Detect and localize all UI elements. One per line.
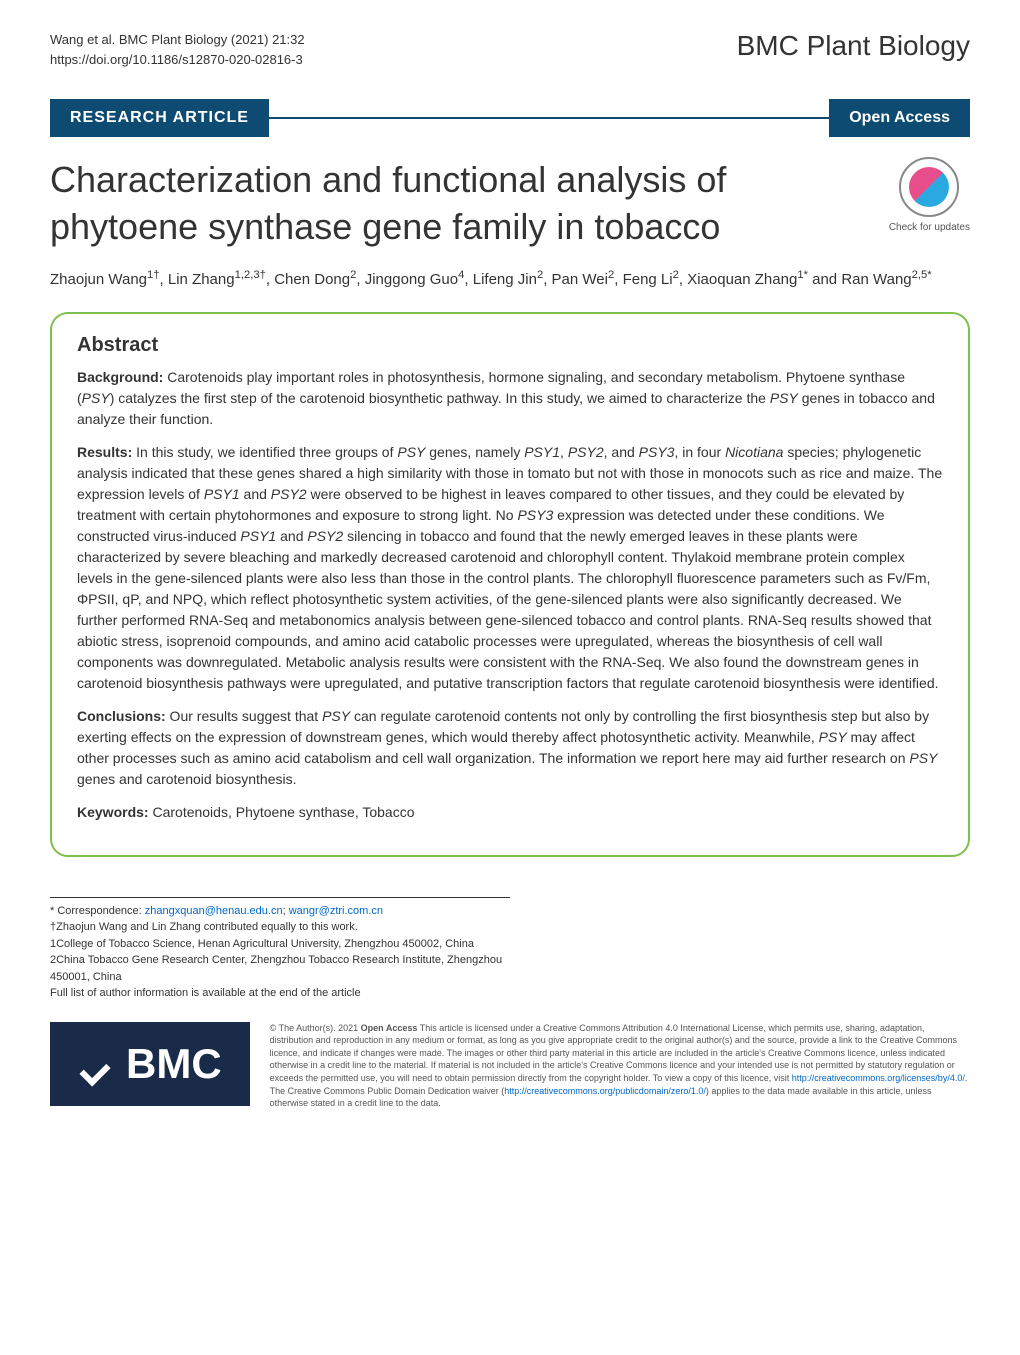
license-text: © The Author(s). 2021 Open Access This a…: [270, 1022, 970, 1110]
citation-line: Wang et al. BMC Plant Biology (2021) 21:…: [50, 30, 305, 50]
correspondence-block: * Correspondence: zhangxquan@henau.edu.c…: [50, 897, 510, 1002]
footer-section: * Correspondence: zhangxquan@henau.edu.c…: [50, 897, 970, 1110]
citation-block: Wang et al. BMC Plant Biology (2021) 21:…: [50, 30, 305, 69]
equal-contribution-note: †Zhaojun Wang and Lin Zhang contributed …: [50, 919, 510, 936]
license-link-2[interactable]: http://creativecommons.org/publicdomain/…: [504, 1086, 706, 1096]
results-text: In this study, we identified three group…: [77, 444, 942, 691]
results-label: Results:: [77, 444, 132, 460]
abstract-results: Results: In this study, we identified th…: [77, 442, 943, 694]
author-list: Zhaojun Wang1†, Lin Zhang1,2,3†, Chen Do…: [50, 266, 970, 292]
background-label: Background:: [77, 369, 163, 385]
conclusions-label: Conclusions:: [77, 708, 166, 724]
doi-line: https://doi.org/10.1186/s12870-020-02816…: [50, 50, 305, 70]
crossmark-label: Check for updates: [889, 222, 970, 233]
abstract-conclusions: Conclusions: Our results suggest that PS…: [77, 706, 943, 790]
journal-title: BMC Plant Biology: [737, 30, 970, 62]
bmc-logo-text: BMC: [126, 1040, 222, 1088]
license-open-access: Open Access: [361, 1023, 418, 1033]
conclusions-text: Our results suggest that PSY can regulat…: [77, 708, 937, 787]
abstract-background: Background: Carotenoids play important r…: [77, 367, 943, 430]
affiliation-2: 2China Tobacco Gene Research Center, Zhe…: [50, 952, 510, 985]
article-title: Characterization and functional analysis…: [50, 157, 869, 251]
correspondence-prefix: * Correspondence:: [50, 905, 145, 917]
license-part1: © The Author(s). 2021: [270, 1023, 361, 1033]
bmc-check-icon: [78, 1044, 118, 1084]
abstract-keywords: Keywords: Carotenoids, Phytoene synthase…: [77, 802, 943, 823]
page-header: Wang et al. BMC Plant Biology (2021) 21:…: [0, 0, 1020, 89]
bmc-logo: BMC: [50, 1022, 250, 1106]
crossmark-icon[interactable]: [899, 157, 959, 217]
affiliation-1: 1College of Tobacco Science, Henan Agric…: [50, 936, 510, 953]
correspondence-email-2[interactable]: wangr@ztri.com.cn: [289, 905, 383, 917]
article-type-banner: RESEARCH ARTICLE Open Access: [50, 99, 970, 137]
crossmark-inner-icon: [909, 167, 949, 207]
open-access-label: Open Access: [829, 99, 970, 137]
correspondence-line: * Correspondence: zhangxquan@henau.edu.c…: [50, 903, 510, 920]
title-section: Characterization and functional analysis…: [50, 157, 970, 251]
keywords-label: Keywords:: [77, 804, 149, 820]
footer-left: * Correspondence: zhangxquan@henau.edu.c…: [50, 897, 970, 1110]
abstract-heading: Abstract: [77, 334, 943, 357]
author-info-note: Full list of author information is avail…: [50, 985, 510, 1002]
banner-divider: [269, 117, 829, 119]
keywords-text: Carotenoids, Phytoene synthase, Tobacco: [149, 804, 415, 820]
correspondence-email-1[interactable]: zhangxquan@henau.edu.cn: [145, 905, 283, 917]
bmc-row: BMC © The Author(s). 2021 Open Access Th…: [50, 1022, 970, 1110]
abstract-box: Abstract Background: Carotenoids play im…: [50, 312, 970, 857]
badge-column: Check for updates: [889, 157, 970, 233]
background-text: Carotenoids play important roles in phot…: [77, 369, 935, 427]
article-type-label: RESEARCH ARTICLE: [50, 99, 269, 137]
license-link-1[interactable]: http://creativecommons.org/licenses/by/4…: [792, 1073, 965, 1083]
